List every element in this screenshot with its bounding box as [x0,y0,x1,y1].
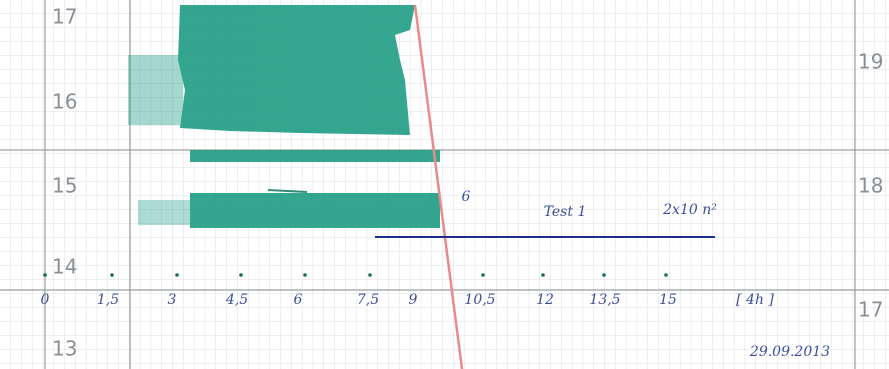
x-unit: [ 4h ] [736,292,774,308]
left-scale-label: 14 [52,255,77,279]
annotation-number: 6 [462,189,471,205]
annotation-test: Test 1 [544,204,587,220]
x-label: 15 [659,292,677,308]
x-label: 3 [168,292,177,308]
annotation-scale: 2x10 n² [662,202,717,218]
x-label: 0 [41,292,50,308]
dots [43,273,668,277]
right-scale-label: 17 [858,298,883,322]
right-scale-label: 18 [858,174,883,198]
x-label: 12 [536,292,554,308]
x-label: 6 [294,292,303,308]
left-scale-label: 16 [52,90,77,114]
x-label: 13,5 [589,292,620,308]
pen-line [413,4,464,369]
trace [128,5,440,228]
right-scale-label: 19 [858,50,883,74]
annotation-date: 29.09.2013 [749,344,830,360]
x-label: 4,5 [225,292,248,308]
left-scale-label: 13 [52,337,77,361]
x-label: 9 [409,292,418,308]
x-label: 1,5 [97,292,119,308]
x-label: 10,5 [464,292,495,308]
x-label: 7,5 [357,292,379,308]
left-scale-label: 15 [52,174,77,198]
left-scale-label: 17 [52,5,77,29]
